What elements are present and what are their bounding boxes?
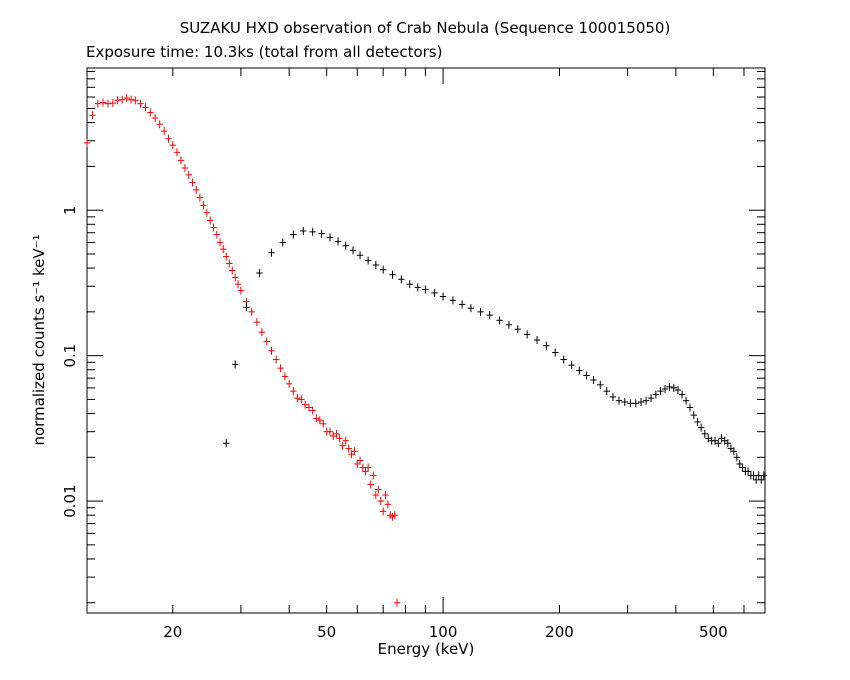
x-tick-label: 500 [699,623,728,641]
axis-ticks [87,68,765,613]
tick-labels: 20 50 100 200 500 0.01 0.1 1 [61,205,728,641]
chart-title: SUZAKU HXD observation of Crab Nebula (S… [179,19,671,37]
data-marks [83,94,767,607]
plot-frame [86,67,766,614]
y-tick-label: 1 [61,205,79,215]
y-axis-label: normalized counts s⁻¹ keV⁻¹ [30,234,48,445]
series-2 [223,226,767,484]
chart-subtitle: Exposure time: 10.3ks (total from all de… [86,43,443,61]
y-tick-label: 0.01 [61,484,79,517]
x-axis-label: Energy (keV) [378,640,475,658]
x-tick-label: 200 [545,623,574,641]
x-tick-label: 20 [163,623,182,641]
y-tick-label: 0.1 [61,344,79,368]
series-1 [83,94,401,607]
x-tick-label: 50 [317,623,336,641]
x-tick-label: 100 [429,623,458,641]
